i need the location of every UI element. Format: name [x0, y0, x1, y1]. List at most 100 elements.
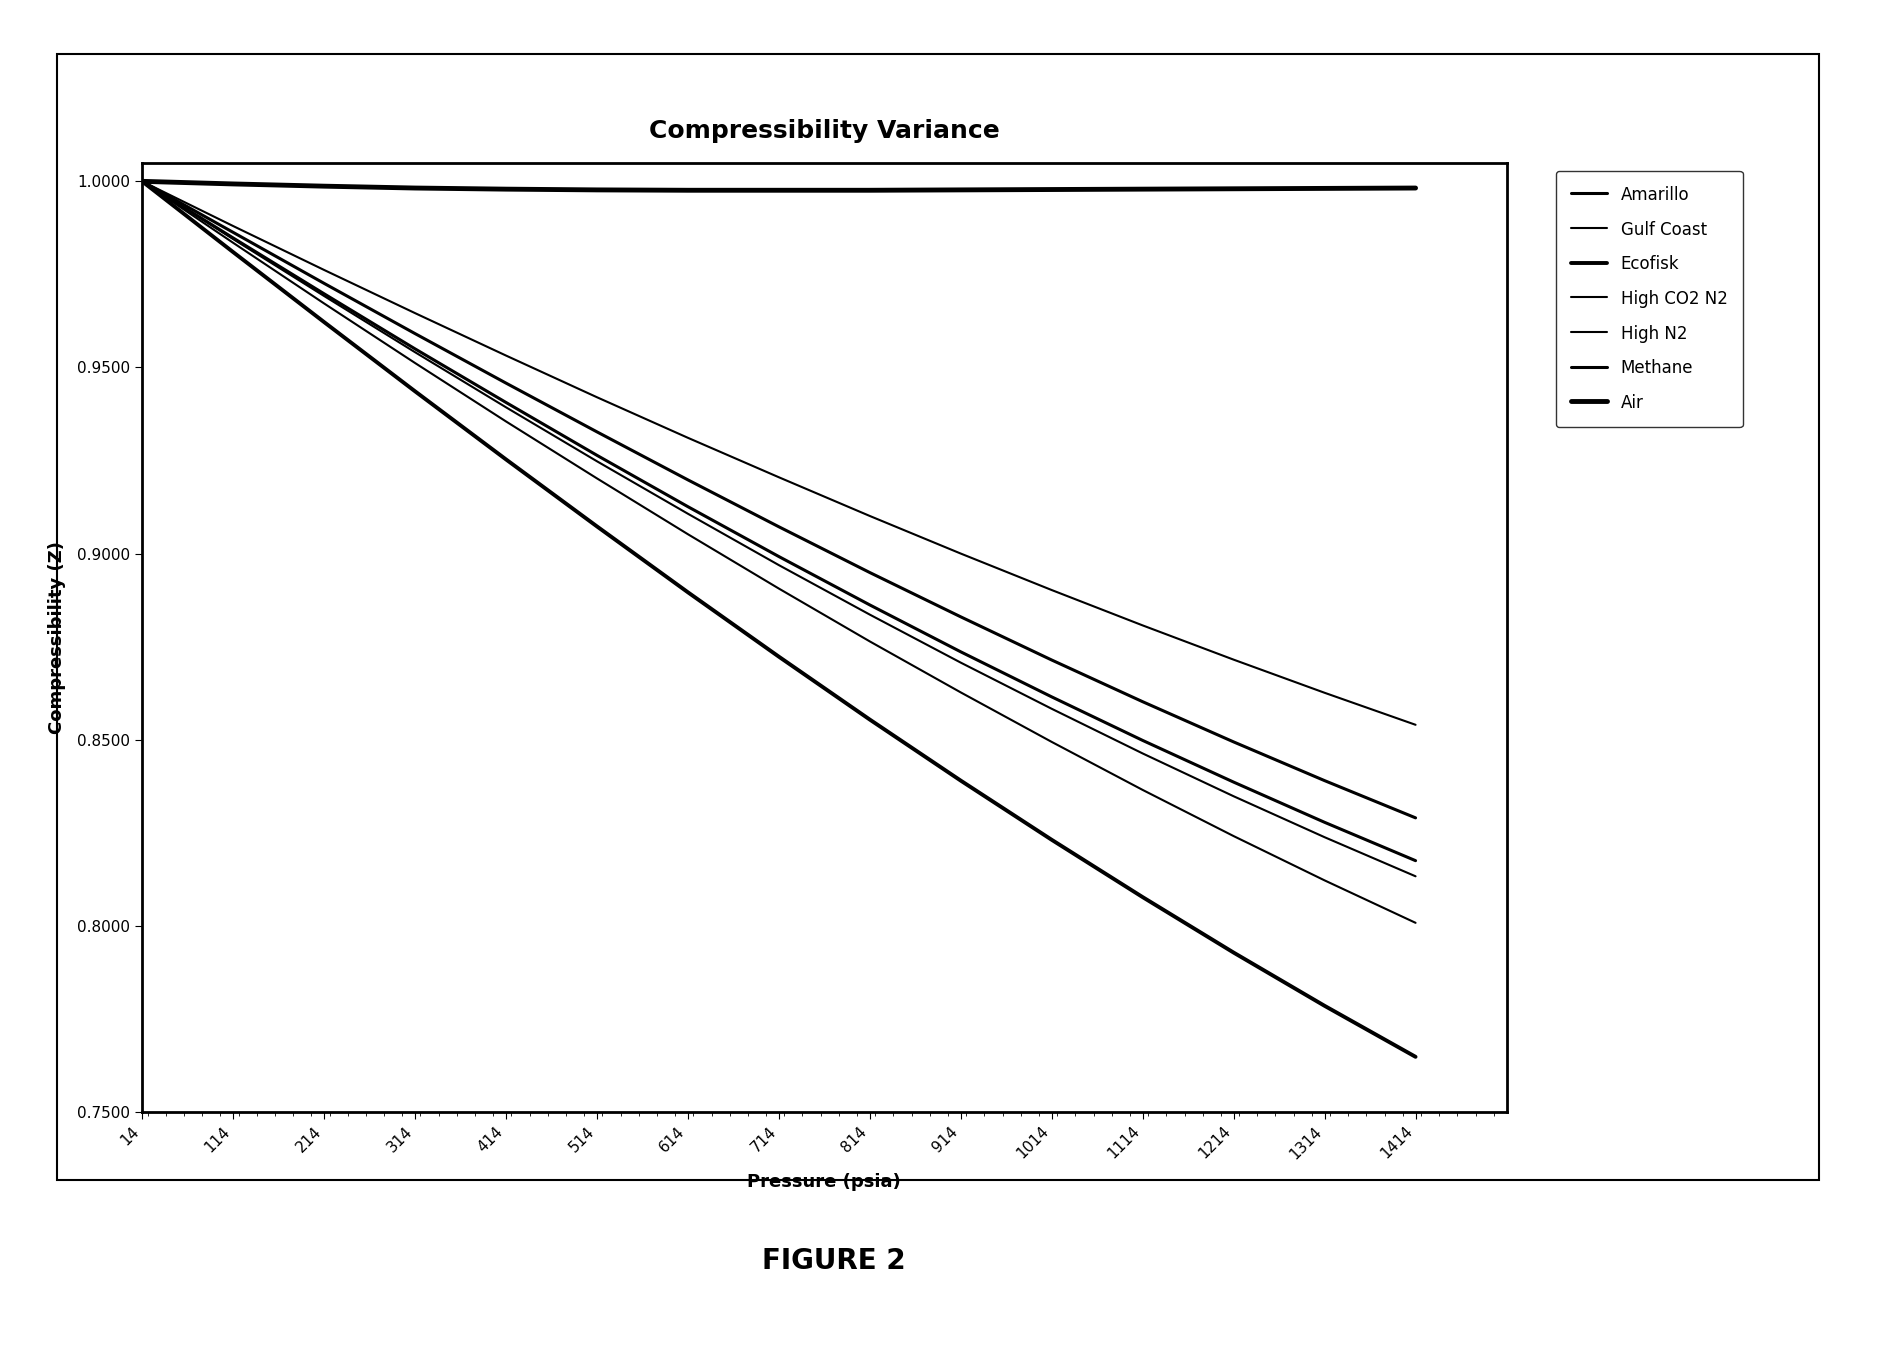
Gulf Coast — [677, 506, 699, 522]
High CO2 N2 — [1404, 915, 1427, 932]
Air — [858, 182, 881, 198]
Amarillo — [495, 376, 517, 392]
Methane — [586, 447, 608, 464]
High CO2 N2 — [1131, 782, 1154, 799]
Air — [495, 180, 517, 197]
High CO2 N2 — [404, 355, 426, 372]
Gulf Coast — [222, 231, 244, 247]
Gulf Coast — [1313, 829, 1336, 845]
Methane — [858, 597, 881, 613]
High CO2 N2 — [949, 685, 972, 701]
Ecofisk — [1404, 1048, 1427, 1064]
Air — [767, 182, 790, 198]
Methane — [131, 174, 153, 190]
Line: Amarillo: Amarillo — [142, 182, 1416, 818]
Gulf Coast — [767, 557, 790, 574]
Gulf Coast — [1404, 868, 1427, 884]
Gulf Coast — [858, 606, 881, 622]
Air — [313, 178, 335, 194]
High N2 — [949, 545, 972, 561]
Amarillo — [1131, 693, 1154, 709]
Ecofisk — [767, 648, 790, 664]
High CO2 N2 — [131, 174, 153, 190]
Ecofisk — [404, 384, 426, 400]
Legend: Amarillo, Gulf Coast, Ecofisk, High CO2 N2, High N2, Methane, Air: Amarillo, Gulf Coast, Ecofisk, High CO2 … — [1556, 171, 1743, 427]
Title: Compressibility Variance: Compressibility Variance — [648, 119, 1001, 142]
Line: Methane: Methane — [142, 182, 1416, 861]
Air — [1313, 180, 1336, 197]
High CO2 N2 — [495, 414, 517, 430]
Gulf Coast — [1040, 701, 1063, 717]
High CO2 N2 — [1222, 829, 1245, 845]
Air — [131, 174, 153, 190]
Line: Ecofisk: Ecofisk — [142, 182, 1416, 1056]
Methane — [313, 286, 335, 302]
Air — [586, 182, 608, 198]
Line: High N2: High N2 — [142, 182, 1416, 725]
Ecofisk — [1040, 831, 1063, 848]
Methane — [404, 340, 426, 357]
Air — [949, 182, 972, 198]
Ecofisk — [131, 174, 153, 190]
High N2 — [404, 305, 426, 321]
Amarillo — [222, 224, 244, 240]
Gulf Coast — [131, 174, 153, 190]
Amarillo — [858, 564, 881, 580]
Methane — [1131, 732, 1154, 749]
Gulf Coast — [404, 344, 426, 361]
High CO2 N2 — [767, 580, 790, 597]
Methane — [677, 499, 699, 515]
High N2 — [677, 430, 699, 446]
Line: High CO2 N2: High CO2 N2 — [142, 182, 1416, 923]
Amarillo — [1313, 773, 1336, 789]
High CO2 N2 — [222, 235, 244, 251]
Air — [1222, 180, 1245, 197]
High CO2 N2 — [586, 471, 608, 487]
Gulf Coast — [949, 655, 972, 671]
Ecofisk — [1131, 890, 1154, 906]
Methane — [767, 548, 790, 564]
High CO2 N2 — [313, 296, 335, 312]
High N2 — [495, 347, 517, 363]
X-axis label: Pressure (psia): Pressure (psia) — [747, 1173, 902, 1191]
Ecofisk — [1313, 998, 1336, 1014]
Ecofisk — [586, 518, 608, 534]
Air — [1040, 182, 1063, 198]
Amarillo — [131, 174, 153, 190]
High N2 — [222, 218, 244, 235]
High CO2 N2 — [1040, 734, 1063, 750]
Ecofisk — [1222, 945, 1245, 961]
Amarillo — [313, 275, 335, 292]
Gulf Coast — [1131, 746, 1154, 762]
Ecofisk — [222, 244, 244, 260]
Methane — [1313, 814, 1336, 830]
Air — [404, 180, 426, 197]
High N2 — [1222, 651, 1245, 667]
Gulf Coast — [586, 453, 608, 469]
Amarillo — [1404, 810, 1427, 826]
High CO2 N2 — [677, 526, 699, 542]
Amarillo — [1222, 734, 1245, 750]
High CO2 N2 — [1313, 872, 1336, 888]
High N2 — [586, 389, 608, 405]
Gulf Coast — [1222, 788, 1245, 804]
Ecofisk — [858, 712, 881, 728]
Gulf Coast — [313, 287, 335, 304]
Ecofisk — [949, 773, 972, 789]
Methane — [949, 644, 972, 660]
Amarillo — [949, 609, 972, 625]
High N2 — [131, 174, 153, 190]
High N2 — [858, 508, 881, 525]
Gulf Coast — [495, 399, 517, 415]
Amarillo — [1040, 652, 1063, 669]
Methane — [1404, 853, 1427, 869]
Text: FIGURE 2: FIGURE 2 — [762, 1248, 906, 1275]
Air — [677, 182, 699, 198]
Air — [1131, 180, 1154, 197]
Line: Air: Air — [142, 182, 1416, 190]
Methane — [1222, 774, 1245, 791]
Line: Gulf Coast: Gulf Coast — [142, 182, 1416, 876]
Methane — [222, 229, 244, 245]
High N2 — [1313, 685, 1336, 701]
Ecofisk — [495, 452, 517, 468]
